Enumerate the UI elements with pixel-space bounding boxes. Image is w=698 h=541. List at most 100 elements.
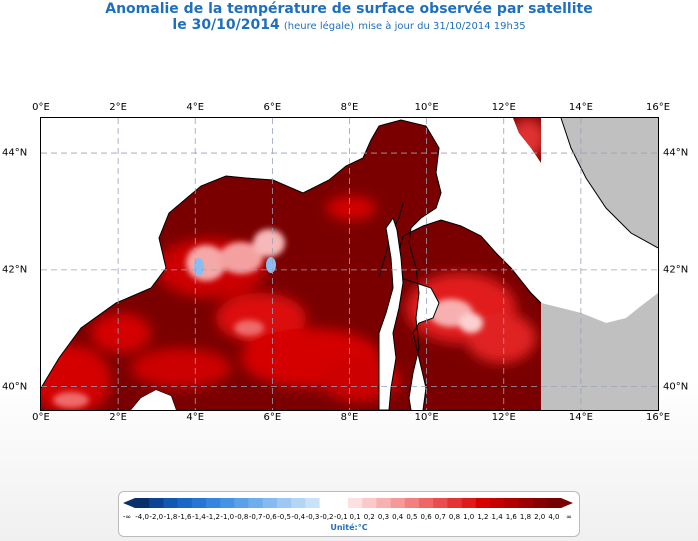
cool-spot-1 <box>194 258 204 276</box>
lon-tick-bot: 8°E <box>340 412 359 423</box>
legend-unit: Unité:°C <box>330 523 368 532</box>
legend-label: -1,4 <box>192 513 206 521</box>
legend-swatch <box>149 498 164 508</box>
cool-spot-2 <box>266 257 276 273</box>
legend-swatch <box>348 498 363 508</box>
legend-swatch <box>191 498 207 508</box>
coastlines <box>41 118 658 410</box>
legend-swatch <box>277 498 292 508</box>
legend-swatch <box>532 498 548 508</box>
lon-tick-bot: 0°E <box>32 412 50 423</box>
lon-tick-bot: 14°E <box>568 412 593 423</box>
legend-swatch <box>319 498 335 508</box>
legend-label: -0,4 <box>291 513 306 521</box>
legend-label: -∞ <box>122 513 132 521</box>
lon-tick-top: 12°E <box>491 102 516 113</box>
legend-swatch <box>461 498 477 508</box>
legend-swatch <box>433 498 448 508</box>
legend-label: 0,3 <box>377 513 390 521</box>
legend-swatch <box>390 498 406 508</box>
legend-swatch <box>220 498 235 508</box>
legend-swatch <box>504 498 519 508</box>
legend-label: 0,1 <box>349 513 361 521</box>
legend-label: -0,1 <box>334 513 348 521</box>
legend-label: -0,6 <box>263 513 277 521</box>
legend-swatch <box>376 498 391 508</box>
lon-tick-top: 0°E <box>32 102 50 113</box>
legend-label: -0,5 <box>277 513 291 521</box>
legend-label: -0,2 <box>319 513 334 521</box>
legend-label: 0,2 <box>363 513 375 521</box>
legend-label: 0,4 <box>392 513 404 521</box>
legend-swatch <box>475 498 491 508</box>
lon-tick-top: 14°E <box>568 102 593 113</box>
legend-swatch <box>447 498 462 508</box>
legend-label: -2,0 <box>149 513 164 521</box>
legend-swatch <box>234 498 249 508</box>
legend-label: 1,0 <box>463 513 475 521</box>
legend-label: 2,0 <box>534 513 546 521</box>
legend-label: -0,8 <box>234 513 249 521</box>
legend-swatch <box>404 498 420 508</box>
italy-land <box>541 118 658 323</box>
legend-arrow-right <box>561 498 573 508</box>
legend-label: -4,0 <box>135 513 149 521</box>
graticule <box>41 118 658 410</box>
legend-label: 1,4 <box>491 513 503 521</box>
legend-swatch <box>163 498 178 508</box>
lon-tick-top: 16°E <box>645 102 671 113</box>
lon-tick-bot: 16°E <box>645 412 671 423</box>
lon-tick-bot: 10°E <box>414 412 439 423</box>
update-time: mise à jour du 31/10/2014 19h35 <box>358 21 526 32</box>
color-legend: -∞ -4,0 -2,0 -1,8 -1,6 -1,4 -1,2 -1,0 -0,8 -0,7 -0… <box>118 491 580 537</box>
legend-swatch <box>518 498 533 508</box>
legend-swatch <box>262 498 278 508</box>
legend-label: 0,8 <box>448 513 461 521</box>
lon-tick-top: 4°E <box>186 102 205 113</box>
map-subtitle: le 30/10/2014 (heure légale) mise à jour… <box>0 17 698 33</box>
map-title: Anomalie de la température de surface ob… <box>105 1 593 17</box>
legend-swatch <box>333 498 349 508</box>
legend-swatch <box>206 498 221 508</box>
legend-swatch <box>546 498 562 508</box>
lon-tick-bot: 6°E <box>263 412 282 423</box>
legend-labels: -∞ -4,0 -2,0 -1,8 -1,6 -1,4 -1,2 -1,0 -0,8 -0,7 -0… <box>123 513 573 523</box>
sst-anomaly-map <box>40 117 659 411</box>
legend-label: 1,6 <box>505 513 517 521</box>
lon-tick-top: 10°E <box>414 102 439 113</box>
legend-arrow-left <box>123 498 135 508</box>
legend-label: 0,5 <box>406 513 418 521</box>
tyrrhenian-no-data <box>541 303 658 410</box>
legend-swatch <box>177 498 193 508</box>
legend-swatch <box>291 498 306 508</box>
legend-swatch <box>362 498 377 508</box>
map-date: le 30/10/2014 <box>172 17 280 33</box>
balearic-island <box>131 390 176 410</box>
legend-label: ∞ <box>566 513 572 521</box>
lon-tick-top: 6°E <box>263 102 282 113</box>
lon-tick-bot: 4°E <box>186 412 205 423</box>
legend-label: 1,8 <box>519 513 532 521</box>
corsica-sardinia <box>378 216 404 410</box>
lat-tick-right: 44°N <box>663 147 689 159</box>
legend-swatch <box>305 498 320 508</box>
legend-label: 4,0 <box>548 513 560 521</box>
lon-tick-bot: 2°E <box>109 412 127 423</box>
legend-label: -1,2 <box>206 513 220 521</box>
legend-label: -1,0 <box>220 513 235 521</box>
legend-label: 1,2 <box>477 513 489 521</box>
legend-swatch <box>490 498 505 508</box>
legend-swatch <box>135 498 150 508</box>
legend-label: 0,7 <box>434 513 446 521</box>
legend-label: -1,6 <box>177 513 192 521</box>
lat-tick-left: 40°N <box>2 381 28 393</box>
legend-label: 0,6 <box>420 513 432 521</box>
legend-swatch <box>248 498 264 508</box>
lat-tick-right: 42°N <box>663 264 689 276</box>
lon-tick-bot: 12°E <box>491 412 516 423</box>
lon-tick-top: 8°E <box>340 102 359 113</box>
lat-tick-left: 44°N <box>2 147 28 159</box>
legend-label: -1,8 <box>163 513 178 521</box>
lat-tick-left: 42°N <box>2 264 28 276</box>
lat-tick-right: 40°N <box>663 381 689 393</box>
